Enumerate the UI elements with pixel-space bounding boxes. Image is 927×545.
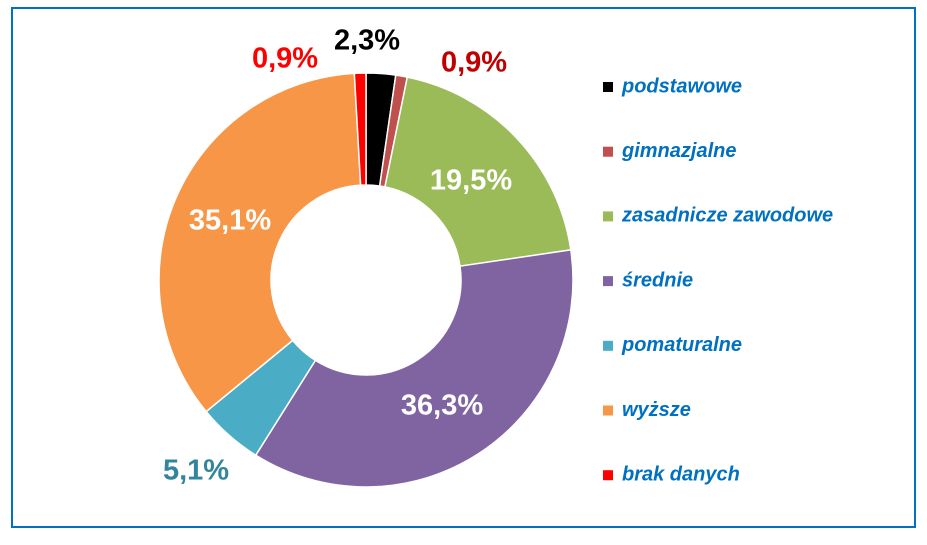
donut-slice — [353, 72, 367, 186]
legend-label: pomaturalne — [621, 334, 742, 356]
value-label: 2,3% — [334, 25, 400, 57]
value-label: 0,9% — [252, 43, 318, 75]
donut-slice — [254, 249, 574, 488]
legend-swatch — [603, 146, 613, 157]
value-label: 5,1% — [163, 455, 229, 487]
legend-label: wyższe — [622, 399, 691, 421]
legend-swatch — [603, 211, 613, 222]
donut-slice — [384, 76, 572, 268]
legend-swatch — [603, 82, 613, 92]
donut-slice — [158, 72, 362, 413]
legend-swatch — [603, 470, 613, 481]
legend-label: zasadnicze zawodowe — [621, 205, 833, 227]
value-label: 19,5% — [430, 165, 512, 197]
legend-label: średnie — [622, 269, 693, 291]
legend-swatch — [603, 340, 613, 351]
value-label: 35,1% — [189, 205, 271, 237]
legend-swatch — [603, 405, 613, 416]
legend-label: brak danych — [622, 463, 740, 485]
legend-swatch — [603, 276, 613, 287]
value-label: 36,3% — [401, 390, 483, 422]
legend-label: podstawowe — [621, 75, 742, 97]
legend-label: gimnazjalne — [621, 140, 736, 162]
value-label: 0,9% — [441, 47, 507, 79]
